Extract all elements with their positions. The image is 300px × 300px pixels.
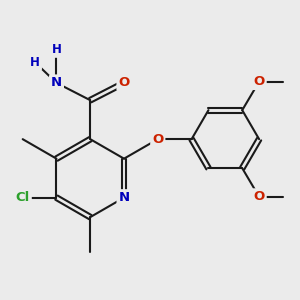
Text: O: O <box>118 76 130 89</box>
Text: N: N <box>51 76 62 89</box>
Text: N: N <box>118 191 130 204</box>
Text: H: H <box>52 43 61 56</box>
Text: Cl: Cl <box>16 191 30 204</box>
Text: O: O <box>254 190 265 203</box>
Text: O: O <box>152 133 164 146</box>
Text: O: O <box>254 75 265 88</box>
Text: H: H <box>30 56 40 69</box>
